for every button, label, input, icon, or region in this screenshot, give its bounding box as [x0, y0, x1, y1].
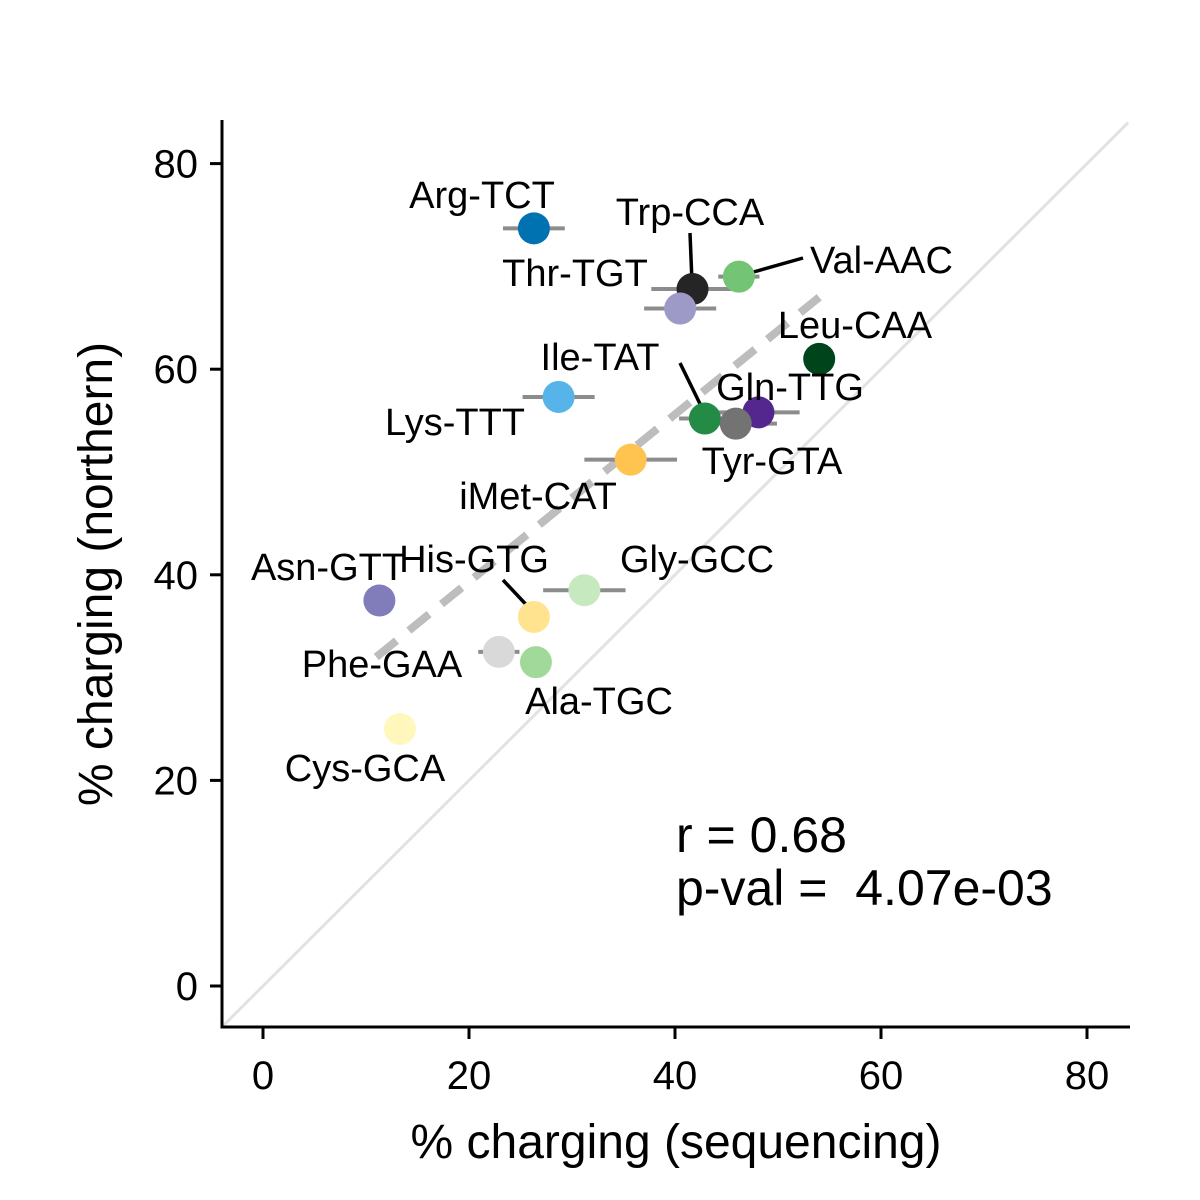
- point-phe-gaa: [482, 635, 515, 668]
- x-axis-title: % charging (sequencing): [411, 1116, 942, 1169]
- y-tick-label-40: 40: [154, 554, 199, 598]
- x-tick-label-40: 40: [653, 1054, 698, 1098]
- point-gly-gcc: [568, 574, 601, 607]
- y-tick-label-20: 20: [154, 759, 199, 803]
- point-ala-tgc: [519, 646, 552, 679]
- x-tick-label-80: 80: [1065, 1054, 1110, 1098]
- label-ile-tat: Ile-TAT: [541, 337, 660, 379]
- label-lys-ttt: Lys-TTT: [385, 402, 525, 444]
- label-phe-gaa: Phe-GAA: [302, 644, 463, 686]
- point-his-gtg: [517, 600, 550, 633]
- label-his-gtg: His-GTG: [399, 539, 549, 581]
- y-tick-label-60: 60: [154, 348, 199, 392]
- point-thr-tgt: [664, 292, 697, 325]
- label-ala-tgc: Ala-TGC: [525, 681, 673, 723]
- label-tyr-gta: Tyr-GTA: [702, 441, 843, 483]
- correlation-p-text: p-val = 4.07e-03: [676, 860, 1053, 916]
- point-tyr-gta: [719, 407, 752, 440]
- point-cys-gca: [383, 713, 416, 745]
- x-tick-label-0: 0: [252, 1054, 274, 1098]
- label-gln-ttg: Gln-TTG: [716, 367, 864, 409]
- x-tick-label-20: 20: [447, 1054, 492, 1098]
- label-trp-cca: Trp-CCA: [616, 192, 765, 234]
- label-val-aac: Val-AAC: [810, 240, 953, 282]
- point-lys-ttt: [542, 380, 575, 413]
- point-leu-caa: [803, 342, 836, 375]
- y-axis-title: % charging (northern): [70, 342, 123, 806]
- label-asn-gtt: Asn-GTT: [251, 547, 405, 589]
- identity-line: [220, 121, 1130, 1029]
- point-val-aac: [722, 260, 755, 293]
- point-labels-layer: Arg-TCT Trp-CCA Val-AAC Thr-TGT Leu-CAA Lys-T…: [251, 175, 953, 790]
- y-tick-label-80: 80: [154, 143, 199, 187]
- point-asn-gtt: [363, 584, 396, 617]
- label-thr-tgt: Thr-TGT: [502, 253, 648, 295]
- point-ile-tat: [688, 402, 721, 435]
- regression-line: [373, 294, 822, 661]
- label-cys-gca: Cys-GCA: [285, 748, 446, 790]
- identity-line-layer: [220, 121, 1130, 1029]
- regression-line-layer: [373, 294, 822, 661]
- label-arg-tct: Arg-TCT: [409, 175, 555, 217]
- leader-ile-tat: [678, 362, 705, 411]
- points-layer: [363, 212, 836, 745]
- point-imet-cat: [614, 443, 647, 476]
- label-imet-cat: iMet-CAT: [459, 476, 617, 518]
- label-gly-gcc: Gly-GCC: [620, 539, 774, 581]
- x-tick-label-60: 60: [859, 1054, 904, 1098]
- axes-layer: 0 20 40 60 80 0 20 40 60 80: [154, 120, 1130, 1098]
- correlation-r-text: r = 0.68: [676, 807, 847, 863]
- y-tick-label-0: 0: [176, 965, 198, 1009]
- label-leu-caa: Leu-CAA: [778, 305, 933, 347]
- point-arg-tct: [517, 212, 550, 245]
